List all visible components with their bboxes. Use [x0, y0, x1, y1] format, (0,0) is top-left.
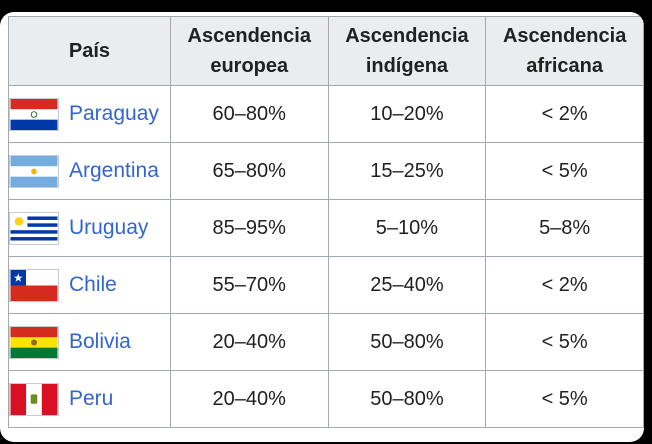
- ancestry-table: País Ascendencia europea Ascendencia ind…: [8, 16, 644, 428]
- header-row: País Ascendencia europea Ascendencia ind…: [8, 16, 644, 86]
- country-cell: Chile: [8, 256, 171, 314]
- table-row: Paraguay 60–80% 10–20% < 2%: [8, 85, 644, 143]
- indigenous-cell: 25–40%: [327, 256, 487, 314]
- country-link-bolivia[interactable]: Bolivia: [69, 330, 131, 353]
- country-link-uruguay[interactable]: Uruguay: [69, 216, 149, 239]
- table-row: Uruguay 85–95% 5–10% 5–8%: [8, 199, 644, 257]
- header-european: Ascendencia europea: [169, 16, 329, 86]
- uruguay-flag-icon: [9, 211, 59, 245]
- bolivia-flag-icon: [9, 325, 59, 359]
- indigenous-cell: 15–25%: [327, 142, 487, 200]
- european-cell: 55–70%: [169, 256, 329, 314]
- european-cell: 65–80%: [169, 142, 329, 200]
- indigenous-cell: 5–10%: [327, 199, 487, 257]
- european-cell: 85–95%: [169, 199, 329, 257]
- argentina-flag-icon: [9, 154, 59, 188]
- table-row: Chile 55–70% 25–40% < 2%: [8, 256, 644, 314]
- african-cell: 5–8%: [485, 199, 644, 257]
- country-cell: Paraguay: [8, 85, 171, 143]
- table-row: Argentina 65–80% 15–25% < 5%: [8, 142, 644, 200]
- african-cell: < 5%: [485, 370, 644, 428]
- country-cell: Argentina: [8, 142, 171, 200]
- african-cell: < 5%: [485, 313, 644, 371]
- european-cell: 20–40%: [169, 313, 329, 371]
- country-link-chile[interactable]: Chile: [69, 273, 117, 296]
- peru-flag-icon: [9, 382, 59, 416]
- country-cell: Peru: [8, 370, 171, 428]
- african-cell: < 5%: [485, 142, 644, 200]
- country-link-argentina[interactable]: Argentina: [69, 159, 159, 182]
- header-african: Ascendencia africana: [485, 16, 644, 86]
- table-row: Bolivia 20–40% 50–80% < 5%: [8, 313, 644, 371]
- indigenous-cell: 50–80%: [327, 313, 487, 371]
- country-link-peru[interactable]: Peru: [69, 387, 114, 410]
- country-cell: Uruguay: [8, 199, 171, 257]
- chile-flag-icon: [9, 268, 59, 302]
- european-cell: 20–40%: [169, 370, 329, 428]
- african-cell: < 2%: [485, 256, 644, 314]
- header-pais: País: [8, 16, 171, 86]
- european-cell: 60–80%: [169, 85, 329, 143]
- country-link-paraguay[interactable]: Paraguay: [69, 102, 159, 125]
- indigenous-cell: 10–20%: [327, 85, 487, 143]
- table-row: Peru 20–40% 50–80% < 5%: [8, 370, 644, 428]
- african-cell: < 2%: [485, 85, 644, 143]
- screenshot-frame: País Ascendencia europea Ascendencia ind…: [0, 12, 644, 442]
- paraguay-flag-icon: [9, 97, 59, 131]
- header-indigenous: Ascendencia indígena: [327, 16, 487, 86]
- indigenous-cell: 50–80%: [327, 370, 487, 428]
- country-cell: Bolivia: [8, 313, 171, 371]
